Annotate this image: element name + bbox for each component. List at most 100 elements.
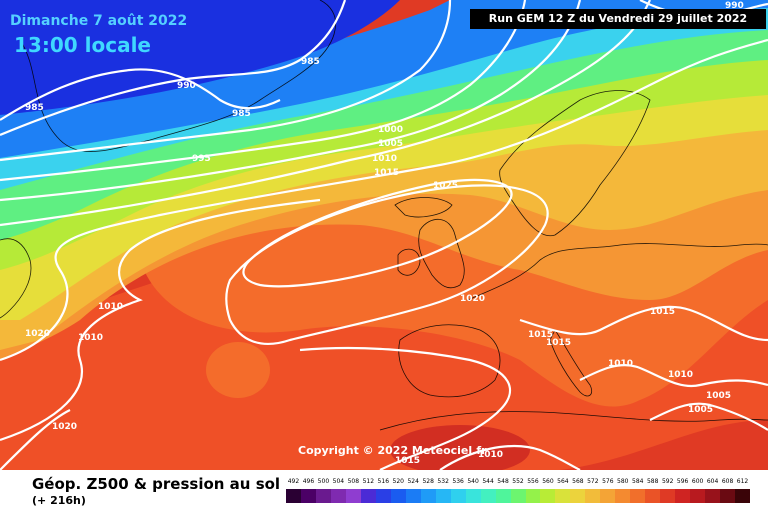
isobar-label: 1015: [528, 330, 553, 340]
cell-red-africa: [390, 425, 530, 470]
isobar-label: 990: [177, 81, 196, 91]
scale-tick-label: 572: [587, 478, 599, 485]
scale-tick-label: 584: [632, 478, 644, 485]
isobar-1020-central: [225, 184, 549, 345]
isobar-label: 1010: [608, 359, 633, 369]
scale-swatch: [645, 489, 661, 503]
scale-swatch: [345, 489, 361, 503]
isobar-1020-west: [0, 198, 321, 442]
isobar-985: [0, 68, 281, 121]
isobar-990: [0, 0, 347, 137]
europe-coast: [467, 243, 768, 301]
scale-swatch: [450, 489, 466, 503]
scale-tick-label: 524: [407, 478, 419, 485]
scale-swatch: [735, 489, 751, 503]
scale-tick-label: 540: [467, 478, 479, 485]
scale-tick-label: 548: [497, 478, 509, 485]
scale-tick-label: 536: [452, 478, 464, 485]
isobar-label: 1015: [546, 338, 571, 348]
scale-swatch: [570, 489, 586, 503]
isobars: [0, 0, 768, 470]
isobar-label: 995: [192, 154, 211, 164]
scale-swatch: [615, 489, 631, 503]
scale-tick-label: 588: [646, 478, 659, 485]
iceland-coast: [394, 197, 453, 218]
isobar-label: 1020: [460, 294, 485, 304]
isobar-label: 1015: [395, 456, 420, 466]
scale-tick-label: 576: [602, 478, 614, 485]
band-yellow-green: [0, 38, 768, 270]
scale-swatch: [390, 489, 406, 503]
cell-red-southwest: [206, 342, 270, 398]
scale-tick-label: 568: [572, 478, 584, 485]
scale-swatch: [286, 489, 301, 503]
scale-tick-label: 508: [347, 478, 360, 485]
scale-tick-label: 512: [362, 478, 375, 485]
isobar-label: 1010: [668, 370, 693, 380]
scale-swatch: [540, 489, 556, 503]
scale-swatch: [510, 489, 526, 503]
scale-swatch: [690, 489, 706, 503]
band-deep-blue: [0, 0, 400, 115]
z500-pressure-map: 985 990 985 985 995 1000 1005 1010 1015 …: [0, 0, 768, 470]
isobar-label: 1015: [374, 168, 399, 178]
isobar-label: 1020: [52, 422, 77, 432]
band-cyan: [0, 0, 768, 190]
isobar-1025: [242, 178, 513, 288]
scale-tick-label: 520: [392, 478, 404, 485]
scale-swatch: [600, 489, 616, 503]
isobar-1000: [0, 0, 527, 182]
scale-swatch: [330, 489, 346, 503]
scale-tick-label: 608: [721, 478, 734, 485]
italy-coast: [549, 329, 593, 397]
scale-swatch: [465, 489, 481, 503]
scale-tick-label: 556: [527, 478, 539, 485]
legend-title: Géop. Z500 & pression au sol: [32, 475, 281, 493]
isobar-label: 985: [232, 109, 251, 119]
scale-swatch: [630, 489, 646, 503]
scale-tick-label: 504: [332, 478, 345, 485]
scale-swatch: [375, 489, 391, 503]
scale-swatch: [495, 489, 511, 503]
scale-swatch: [525, 489, 541, 503]
iberia-coast: [398, 324, 501, 398]
band-mid-blue: [0, 0, 768, 158]
forecast-time: 13:00 locale: [14, 33, 151, 57]
isobar-1015-south: [299, 346, 511, 470]
isobar-label: 985: [301, 57, 320, 67]
isobar-label: 1015: [650, 307, 675, 317]
color-scale-labels: 492 496 500 504 508 512 516 520 524 528 532 536 540 5…: [286, 478, 750, 488]
ireland-coast: [397, 248, 421, 276]
scale-tick-label: 580: [617, 478, 629, 485]
band-light-orange: [0, 90, 768, 350]
scale-tick-label: 596: [676, 478, 689, 485]
scale-swatch: [675, 489, 691, 503]
scale-swatch: [360, 489, 376, 503]
scale-swatch: [585, 489, 601, 503]
scale-swatch: [405, 489, 421, 503]
band-yellow: [0, 60, 768, 320]
isobar-1010-africa: [439, 444, 581, 470]
scale-swatch: [300, 489, 316, 503]
scale-swatch: [555, 489, 571, 503]
scale-tick-label: 492: [287, 478, 300, 485]
isobar-labels: 985 990 985 985 995 1000 1005 1010 1015 …: [25, 1, 744, 466]
scale-tick-label: 604: [706, 478, 719, 485]
forecast-date: Dimanche 7 août 2022: [10, 13, 188, 29]
isobar-label: 1000: [378, 125, 403, 135]
coastlines: [0, 0, 768, 431]
scale-swatch: [315, 489, 331, 503]
scale-tick-label: 528: [422, 478, 434, 485]
scale-tick-label: 496: [302, 478, 315, 485]
canada-coast: [0, 238, 32, 319]
isobar-1005: [0, 0, 582, 202]
isobar-label: 1005: [706, 391, 731, 401]
scale-tick-label: 560: [542, 478, 554, 485]
isobar-label: 1020: [25, 329, 50, 339]
greenland-coast: [19, 0, 337, 152]
scandinavia-coast: [499, 90, 651, 237]
isobar-label: 1025: [433, 181, 458, 191]
scale-tick-label: 500: [317, 478, 330, 485]
map-canvas: 985 990 985 985 995 1000 1005 1010 1015 …: [0, 0, 768, 470]
